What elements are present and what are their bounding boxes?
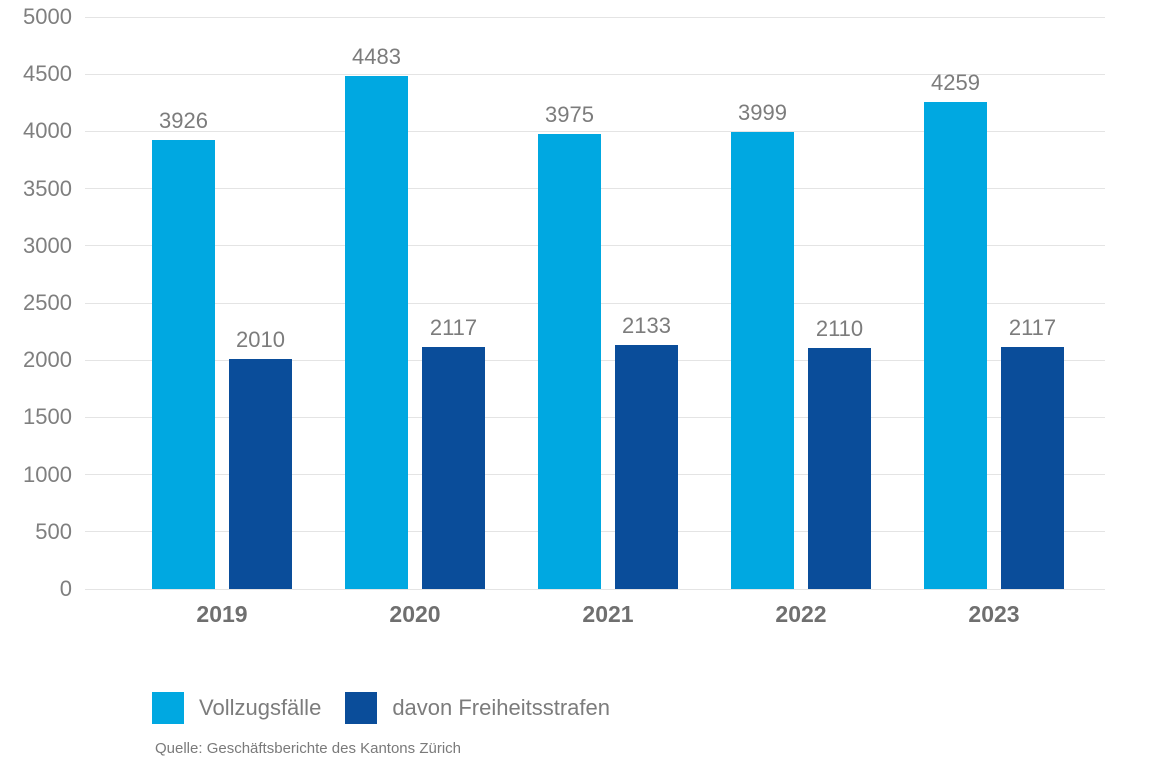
legend-swatch-vollzugsfaelle-icon xyxy=(152,692,184,724)
gridline-y-4500 xyxy=(85,73,1105,75)
gridline-y-4000 xyxy=(85,130,1105,132)
x-axis-label-2019: 2019 xyxy=(196,601,248,627)
bar-value-label-2023-series-1: 2117 xyxy=(1008,315,1057,340)
x-axis-label-2022: 2022 xyxy=(775,601,827,627)
y-tick-label-3000: 3000 xyxy=(23,232,72,258)
x-axis-label-2023: 2023 xyxy=(968,601,1020,627)
legend-item-freiheitsstrafen: davon Freiheitsstrafen xyxy=(345,692,610,724)
bar-value-label-2019-series-0: 3926 xyxy=(159,108,208,133)
bar-2020-series-0 xyxy=(345,76,408,589)
bar-value-label-2021-series-1: 2133 xyxy=(622,313,671,338)
gridline-y-5000 xyxy=(85,16,1105,18)
bar-value-label-2020-series-1: 2117 xyxy=(429,315,478,340)
y-tick-label-1500: 1500 xyxy=(23,404,72,430)
legend-label-freiheitsstrafen: davon Freiheitsstrafen xyxy=(392,695,610,720)
y-tick-label-2000: 2000 xyxy=(23,347,72,373)
bar-2022-series-1 xyxy=(808,348,871,589)
bar-2022-series-0 xyxy=(731,132,794,589)
y-tick-label-2500: 2500 xyxy=(23,290,72,315)
legend-label-vollzugsfaelle: Vollzugsfälle xyxy=(199,695,322,720)
bar-value-label-2020-series-0: 4483 xyxy=(352,44,401,69)
y-tick-label-500: 500 xyxy=(35,518,72,544)
y-tick-label-0: 0 xyxy=(59,576,72,601)
bar-2021-series-0 xyxy=(538,134,601,589)
y-tick-label-5000: 5000 xyxy=(23,4,72,29)
y-tick-label-4000: 4000 xyxy=(23,118,72,144)
bar-2023-series-0 xyxy=(924,102,987,589)
source-note: Quelle: Geschäftsberichte des Kantons Zü… xyxy=(155,740,461,757)
legend-item-vollzugsfaelle: Vollzugsfälle xyxy=(152,692,321,724)
gridline-y-0 xyxy=(85,588,1105,590)
x-axis-label-2021: 2021 xyxy=(582,601,634,627)
bar-2021-series-1 xyxy=(615,345,678,589)
bar-value-label-2022-series-0: 3999 xyxy=(738,100,787,125)
bar-2020-series-1 xyxy=(422,347,485,589)
legend: Vollzugsfälle davon Freiheitsstrafen xyxy=(152,692,634,724)
bar-value-label-2023-series-0: 4259 xyxy=(931,70,980,95)
x-axis-label-2020: 2020 xyxy=(389,601,441,627)
bar-2019-series-0 xyxy=(152,140,215,589)
legend-swatch-freiheitsstrafen-icon xyxy=(345,692,378,724)
y-tick-label-1000: 1000 xyxy=(23,461,72,487)
bar-value-label-2021-series-0: 3975 xyxy=(545,102,594,127)
bar-2023-series-1 xyxy=(1001,347,1064,589)
bar-2019-series-1 xyxy=(229,359,292,589)
y-tick-label-3500: 3500 xyxy=(23,175,72,201)
bar-value-label-2019-series-1: 2010 xyxy=(236,327,285,352)
bar-value-label-2022-series-1: 2110 xyxy=(815,316,864,341)
y-tick-label-4500: 4500 xyxy=(23,61,72,87)
